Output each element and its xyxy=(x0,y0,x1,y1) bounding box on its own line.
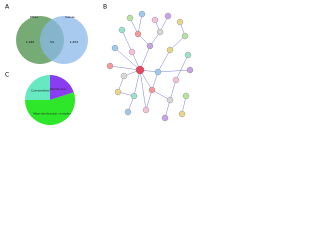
pie-slice xyxy=(25,75,50,100)
network-node xyxy=(135,65,145,75)
network-node xyxy=(156,28,164,36)
network-node xyxy=(106,62,114,70)
network-node xyxy=(161,114,169,122)
venn-label: DEGs xyxy=(30,15,39,19)
network-edge xyxy=(109,65,141,71)
panel-label: A xyxy=(5,4,10,11)
network xyxy=(106,10,194,122)
network-node xyxy=(176,18,184,26)
network-node xyxy=(114,88,122,96)
network-node xyxy=(124,108,132,116)
network-node xyxy=(151,16,159,24)
network-node xyxy=(138,10,146,18)
network-edge xyxy=(157,49,171,73)
network-node xyxy=(172,76,180,84)
network-node xyxy=(118,26,126,34)
panel-label: C xyxy=(5,72,9,79)
network-node xyxy=(111,44,119,52)
network-node xyxy=(134,30,142,38)
network-node xyxy=(148,86,156,94)
panel-label: B xyxy=(103,4,107,11)
network-node xyxy=(142,106,150,114)
network-node xyxy=(182,92,190,100)
network-node xyxy=(166,46,174,54)
network-edge xyxy=(145,89,153,111)
network-node xyxy=(181,32,189,40)
venn-count: 54 xyxy=(50,40,54,44)
network-edge xyxy=(169,79,177,101)
network-edge xyxy=(175,54,189,81)
network-node xyxy=(130,92,138,100)
network-edge xyxy=(139,45,151,71)
network-edge xyxy=(169,35,186,51)
network-edge xyxy=(157,69,191,73)
network-node xyxy=(128,48,136,56)
venn-count: 1,245 xyxy=(26,40,35,44)
network-node xyxy=(186,66,194,74)
pie-label: Cytoskeletal xyxy=(31,88,50,92)
venn-count: 1,872 xyxy=(70,40,79,44)
network-edge xyxy=(121,29,133,53)
pie-slice xyxy=(50,75,74,100)
network-edge xyxy=(137,13,143,35)
venn-circle xyxy=(40,16,88,64)
pie-chart: Cytoskeletal Membrane Macromolecular compl… xyxy=(25,75,76,125)
pie-label: Macromolecular complex xyxy=(33,112,71,116)
venn-label: Genes xyxy=(65,15,75,19)
network-node xyxy=(178,110,186,118)
network-edge xyxy=(114,47,141,71)
network-node xyxy=(164,12,172,20)
network-edge xyxy=(151,71,159,91)
network-edge xyxy=(133,69,141,97)
network-node xyxy=(120,72,128,80)
network-node xyxy=(126,14,134,22)
network-edge xyxy=(139,69,147,111)
network-edge xyxy=(151,89,171,101)
pie-slice xyxy=(25,92,76,125)
network-node xyxy=(166,96,174,104)
network-node xyxy=(184,51,192,59)
network-node xyxy=(146,42,154,50)
network-node xyxy=(154,68,162,76)
pie-label: Membrane xyxy=(50,87,66,91)
figure: A B C DEGs Genes 1,245 54 1,872 Cytoskel… xyxy=(5,4,194,125)
